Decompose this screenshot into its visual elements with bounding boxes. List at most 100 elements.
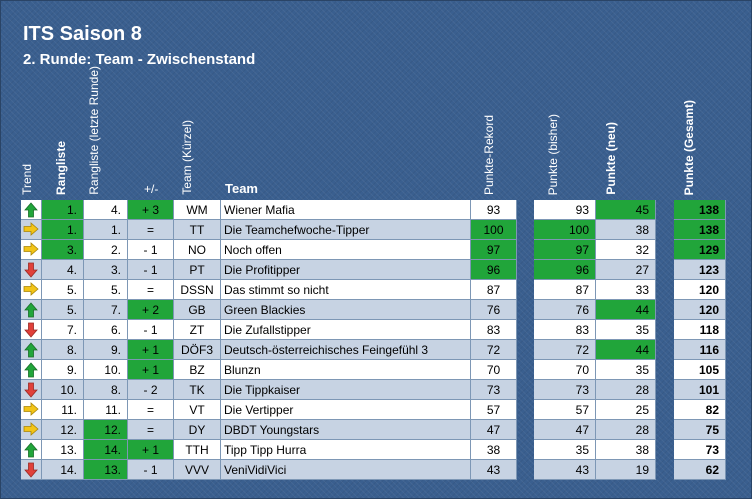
cell-neu: 45 [596, 200, 656, 220]
cell-diff: + 1 [128, 360, 174, 380]
table-row: 5. 5. = DSSN Das stimmt so nicht 87 87 33 120 [1, 280, 752, 300]
cell-gesamt: 75 [674, 420, 726, 440]
arrow-right-icon [21, 220, 42, 240]
cell-diff: = [128, 220, 174, 240]
cell-rank: 12. [42, 420, 84, 440]
arrow-down-icon [21, 380, 42, 400]
cell-bisher: 72 [534, 340, 596, 360]
cell-team: DBDT Youngstars [221, 420, 471, 440]
cell-rank: 1. [42, 220, 84, 240]
cell-team: Die Tippkaiser [221, 380, 471, 400]
cell-abbr: VVV [174, 460, 221, 480]
arrow-up-icon [21, 440, 42, 460]
cell-rank: 14. [42, 460, 84, 480]
cell-gesamt: 120 [674, 300, 726, 320]
cell-prev: 12. [84, 420, 128, 440]
cell-gesamt: 138 [674, 220, 726, 240]
table-row: 14. 13. - 1 VVV VeniVidiVici 43 43 19 62 [1, 460, 752, 480]
cell-rank: 3. [42, 240, 84, 260]
cell-team: Die Teamchefwoche-Tipper [221, 220, 471, 240]
cell-team: Green Blackies [221, 300, 471, 320]
header-punkte-bisher: Punkte (bisher) [546, 113, 560, 195]
table-row: 7. 6. - 1 ZT Die Zufallstipper 83 83 35 118 [1, 320, 752, 340]
cell-abbr: DSSN [174, 280, 221, 300]
cell-team: Noch offen [221, 240, 471, 260]
cell-diff: = [128, 420, 174, 440]
cell-team: Die Profitipper [221, 260, 471, 280]
table-row: 8. 9. + 1 DÖF3 Deutsch-österreichisches Fein… [1, 340, 752, 360]
cell-gesamt: 73 [674, 440, 726, 460]
cell-team: Die Vertipper [221, 400, 471, 420]
cell-gesamt: 118 [674, 320, 726, 340]
table-row: 1. 4. + 3 WM Wiener Mafia 93 93 45 138 [1, 200, 752, 220]
table-row: 1. 1. = TT Die Teamchefwoche-Tipper 100 100 38 1… [1, 220, 752, 240]
cell-abbr: TK [174, 380, 221, 400]
table-row: 9. 10. + 1 BZ Blunzn 70 70 35 105 [1, 360, 752, 380]
cell-gesamt: 129 [674, 240, 726, 260]
cell-diff: - 1 [128, 320, 174, 340]
cell-rekord: 87 [471, 280, 517, 300]
cell-abbr: PT [174, 260, 221, 280]
cell-bisher: 97 [534, 240, 596, 260]
cell-bisher: 87 [534, 280, 596, 300]
cell-abbr: BZ [174, 360, 221, 380]
table-row: 12. 12. = DY DBDT Youngstars 47 47 28 75 [1, 420, 752, 440]
header-punkte-gesamt: Punkte (Gesamt) [682, 99, 696, 195]
cell-diff: + 3 [128, 200, 174, 220]
header-team: Team [225, 181, 258, 196]
cell-diff: = [128, 400, 174, 420]
cell-neu: 32 [596, 240, 656, 260]
cell-bisher: 70 [534, 360, 596, 380]
cell-prev: 11. [84, 400, 128, 420]
arrow-down-icon [21, 320, 42, 340]
cell-abbr: WM [174, 200, 221, 220]
cell-abbr: DÖF3 [174, 340, 221, 360]
header-trend: Trend [20, 164, 34, 195]
cell-rank: 5. [42, 280, 84, 300]
header-plusminus: +/- [144, 182, 159, 196]
cell-gesamt: 123 [674, 260, 726, 280]
cell-gesamt: 138 [674, 200, 726, 220]
cell-rank: 4. [42, 260, 84, 280]
cell-bisher: 43 [534, 460, 596, 480]
cell-prev: 4. [84, 200, 128, 220]
cell-neu: 38 [596, 220, 656, 240]
cell-diff: + 1 [128, 440, 174, 460]
cell-diff: - 1 [128, 240, 174, 260]
cell-diff: = [128, 280, 174, 300]
cell-rekord: 57 [471, 400, 517, 420]
cell-prev: 1. [84, 220, 128, 240]
cell-abbr: TTH [174, 440, 221, 460]
cell-prev: 7. [84, 300, 128, 320]
cell-gesamt: 105 [674, 360, 726, 380]
cell-abbr: VT [174, 400, 221, 420]
cell-bisher: 35 [534, 440, 596, 460]
table-row: 5. 7. + 2 GB Green Blackies 76 76 44 120 [1, 300, 752, 320]
cell-abbr: DY [174, 420, 221, 440]
cell-diff: - 2 [128, 380, 174, 400]
cell-neu: 44 [596, 340, 656, 360]
cell-prev: 3. [84, 260, 128, 280]
cell-prev: 2. [84, 240, 128, 260]
cell-prev: 10. [84, 360, 128, 380]
cell-rank: 13. [42, 440, 84, 460]
cell-rekord: 100 [471, 220, 517, 240]
cell-neu: 27 [596, 260, 656, 280]
cell-bisher: 100 [534, 220, 596, 240]
cell-neu: 28 [596, 380, 656, 400]
cell-bisher: 83 [534, 320, 596, 340]
arrow-right-icon [21, 400, 42, 420]
cell-team: Deutsch-österreichisches Feingefühl 3 [221, 340, 471, 360]
arrow-up-icon [21, 340, 42, 360]
cell-prev: 8. [84, 380, 128, 400]
arrow-right-icon [21, 420, 42, 440]
cell-neu: 35 [596, 320, 656, 340]
cell-abbr: ZT [174, 320, 221, 340]
cell-gesamt: 101 [674, 380, 726, 400]
cell-neu: 28 [596, 420, 656, 440]
cell-rank: 7. [42, 320, 84, 340]
cell-gesamt: 120 [674, 280, 726, 300]
arrow-up-icon [21, 200, 42, 220]
cell-rank: 9. [42, 360, 84, 380]
cell-rekord: 38 [471, 440, 517, 460]
